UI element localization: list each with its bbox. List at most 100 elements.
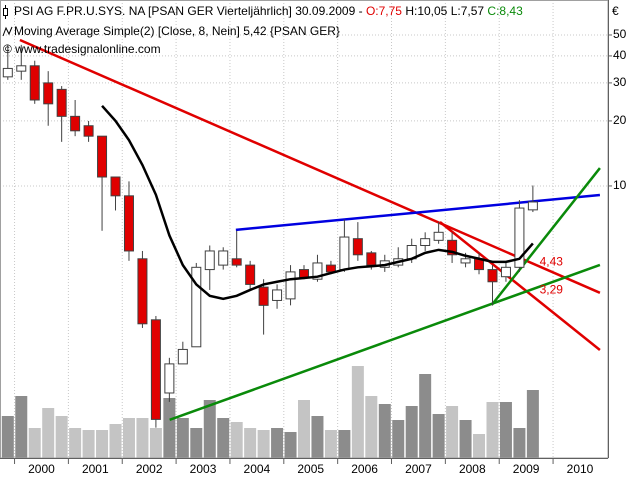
volume-bar (473, 434, 486, 458)
volume-bar (176, 418, 189, 458)
volume-bar (69, 428, 82, 458)
candle-body (137, 258, 148, 325)
volume-bar (284, 432, 297, 458)
candle-body (447, 239, 458, 256)
x-tick-label: 2009 (513, 462, 540, 476)
high-label: H:10,05 (405, 4, 447, 18)
candle-body (2, 67, 13, 78)
volume-bar (136, 418, 149, 458)
candle-body (191, 266, 202, 348)
volume-bar (446, 406, 459, 458)
candle-body (258, 286, 269, 306)
volume-bar (499, 402, 512, 458)
volume-bar (419, 374, 432, 458)
trendline (490, 167, 601, 306)
candle-body (218, 250, 229, 266)
trendline-layer (19, 38, 601, 422)
header-title: PSI AG F.PR.U.SYS. NA [PSAN GER Viertelj… (14, 4, 523, 18)
volume-bar (122, 418, 135, 458)
candle-body (231, 258, 242, 266)
candle-body (123, 195, 134, 252)
x-tick-label: 2000 (28, 462, 55, 476)
candle-body (460, 258, 471, 264)
volume-bar (42, 408, 55, 458)
indicator-label: Moving Average Simple(2) [Close, 8, Nein… (14, 24, 340, 38)
candle-layer (2, 44, 538, 428)
volume-bar (271, 428, 284, 458)
x-tick-label: 2005 (297, 462, 324, 476)
volume-bar (149, 428, 162, 458)
y-axis-label: € (612, 4, 619, 18)
volume-bar (486, 402, 499, 458)
y-tick-label: 10 (613, 178, 627, 192)
x-tick-label: 2004 (244, 462, 271, 476)
volume-bar (392, 420, 405, 458)
candle-body (339, 236, 350, 271)
x-tick-label: 2002 (136, 462, 163, 476)
candle-body (16, 65, 27, 72)
x-tick-label: 2010 (567, 462, 594, 476)
candle-body (285, 271, 296, 300)
axes: €10 20 30 40 50 2000 2001 2002 2003 2004 2005 2006 2… (14, 4, 627, 476)
candle-body (420, 238, 431, 246)
volume-bar (432, 414, 445, 458)
volume-bar (526, 390, 539, 458)
volume-bar (15, 396, 28, 458)
x-tick-label: 2003 (190, 462, 217, 476)
close-label: C:8,43 (487, 4, 523, 18)
volume-bar (244, 428, 257, 458)
trendline (439, 221, 601, 351)
y-tick-label: 40 (613, 48, 627, 62)
watermark: © www.tradesignalonline.com (3, 42, 161, 56)
candle-body (325, 264, 336, 273)
title: PSI AG F.PR.U.SYS. NA [PSAN GER Viertelj… (14, 4, 366, 18)
candle-body (29, 65, 40, 101)
volume-bar (338, 430, 351, 458)
candle-body (56, 88, 67, 117)
trendline (235, 193, 601, 232)
candle-body (514, 207, 525, 268)
volume-bar (230, 422, 243, 458)
candle-body (487, 269, 498, 283)
moving-average-line (101, 104, 534, 301)
x-tick-label: 2001 (82, 462, 109, 476)
candle-body (272, 289, 283, 301)
volume-bar (96, 430, 109, 458)
volume-bar (378, 404, 391, 458)
volume-bar (298, 400, 310, 458)
volume-bar (257, 430, 270, 458)
volume-bar (311, 416, 324, 458)
candle-body (43, 82, 54, 105)
y-tick-label: 20 (613, 113, 627, 127)
candle-body (177, 348, 188, 365)
volume-bar (190, 428, 203, 458)
volume-bar (324, 430, 337, 458)
candle-body (97, 135, 108, 178)
volume-bar (82, 430, 95, 458)
candle-body (366, 252, 377, 266)
low-label: L:7,57 (451, 4, 485, 18)
y-tick-label: 30 (613, 75, 627, 89)
volume-bar (55, 416, 68, 458)
trendline (19, 38, 601, 294)
candle-body (164, 363, 175, 394)
volume-bar (203, 400, 216, 458)
grid (0, 0, 608, 458)
volume-bar (405, 406, 418, 458)
candle-body (433, 231, 444, 241)
volume-bar (365, 396, 378, 458)
open-label: O:7,75 (366, 4, 402, 18)
volume-bar (513, 428, 526, 458)
annotation: 4,43 (540, 254, 564, 268)
candle-body (312, 262, 323, 280)
x-tick-label: 2008 (459, 462, 486, 476)
volume-bar (217, 418, 230, 458)
volume-bar (459, 420, 472, 458)
candle-icon (3, 5, 8, 19)
candle-body (110, 176, 121, 197)
trendline (169, 263, 601, 422)
header: PSI AG F.PR.U.SYS. NA [PSAN GER Viertelj… (2, 4, 523, 56)
ma-layer: 4,43 3,29 (101, 104, 564, 301)
